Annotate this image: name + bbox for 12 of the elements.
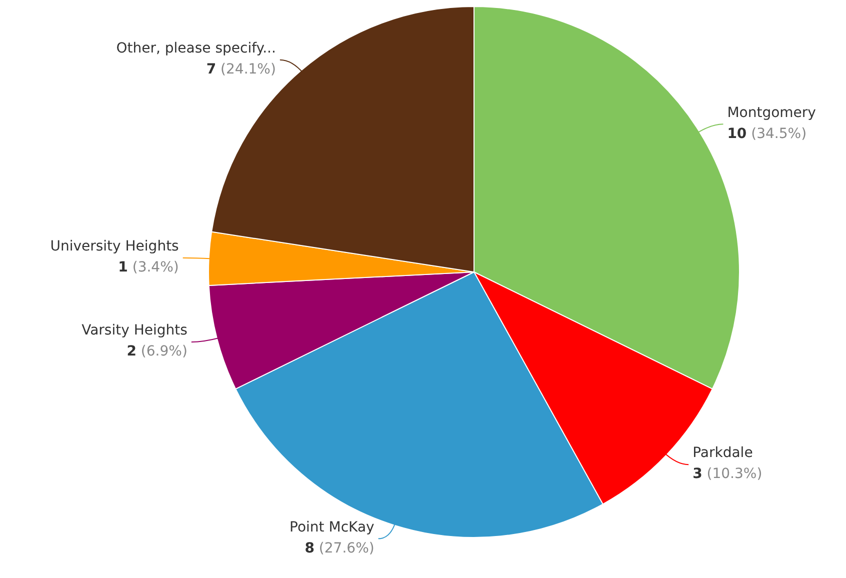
slice-label: Point McKay	[290, 519, 374, 536]
data-label: 2 (6.9%)	[126, 344, 188, 360]
data-label: 8 (27.6%)	[304, 540, 374, 556]
slice-label: University Heights	[50, 238, 179, 254]
slice-label: Montgomery	[727, 104, 816, 121]
data-label: 1 (3.4%)	[118, 259, 179, 276]
data-label: 3 (10.3%)	[692, 466, 762, 482]
data-label: 10 (34.5%)	[727, 126, 807, 142]
data-label: 7 (24.1%)	[206, 62, 276, 78]
slice-label: Varsity Heights	[82, 322, 188, 339]
slice-label: Parkdale	[692, 445, 753, 462]
slice-label: Other, please specify...	[116, 40, 276, 57]
